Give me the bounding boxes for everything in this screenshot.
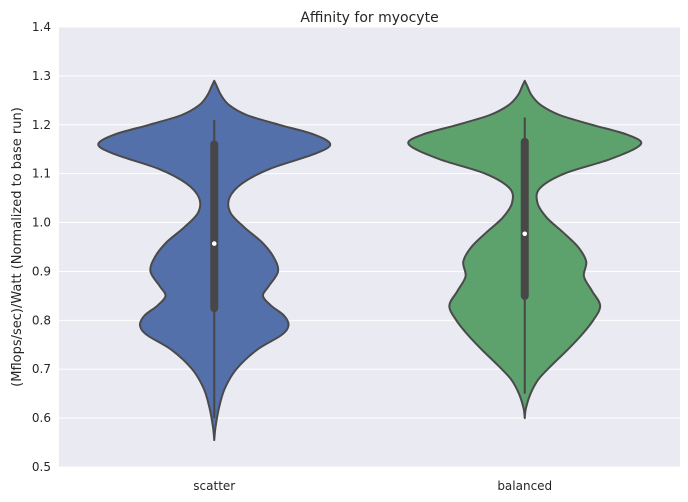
y-axis-label: (Mflops/sec)/Watt (Normalized to base ru… [10,107,25,387]
x-axis-ticks: scatter balanced [193,479,552,493]
y-tick-label: 1.3 [32,69,51,83]
median-point [522,231,528,237]
y-tick-label: 0.9 [32,264,51,278]
y-axis-ticks: 0.5 0.6 0.7 0.8 0.9 1.0 1.1 1.2 1.3 1.4 [32,20,51,474]
y-tick-label: 1.0 [32,216,51,230]
plot-area [59,27,680,467]
y-tick-label: 0.6 [32,411,51,425]
y-tick-label: 0.8 [32,313,51,327]
y-tick-label: 0.5 [32,460,51,474]
chart-title: Affinity for myocyte [300,10,438,26]
y-tick-label: 0.7 [32,362,51,376]
y-tick-label: 1.4 [32,20,51,34]
violin-scatter [97,79,332,442]
y-tick-label: 1.1 [32,167,51,181]
violin-balanced [407,79,643,420]
median-point [211,241,217,246]
violins [97,79,643,442]
x-tick-label: balanced [497,479,552,493]
y-tick-label: 1.2 [32,118,51,132]
x-tick-label: scatter [193,479,235,493]
